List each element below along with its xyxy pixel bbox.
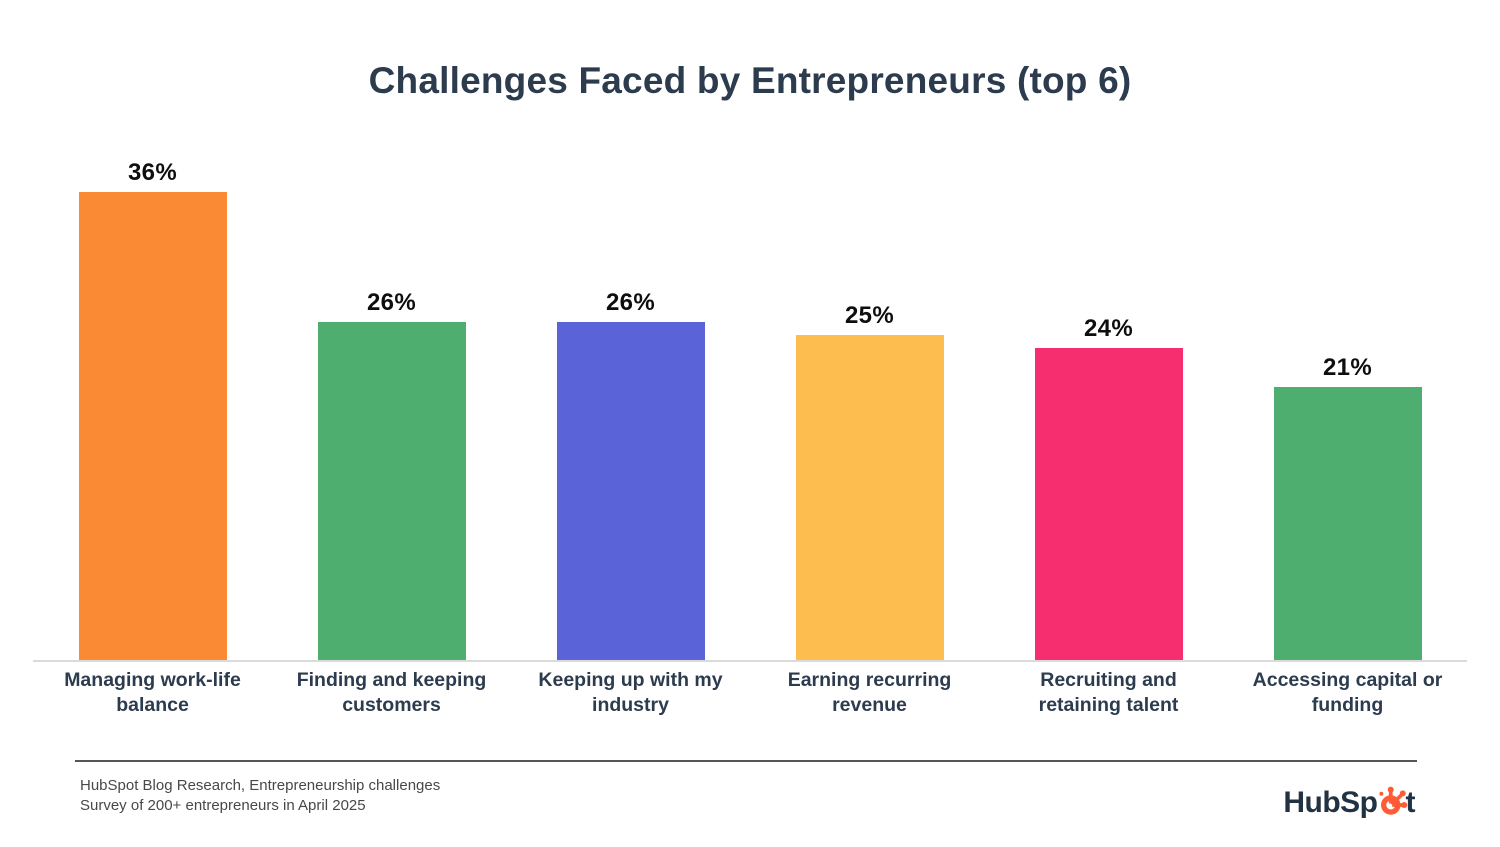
bar — [1034, 348, 1183, 661]
category-label: Accessing capital or funding — [1252, 669, 1443, 716]
bar — [795, 335, 944, 661]
bar-column: 25% — [750, 140, 989, 661]
bar-column: 21% — [1228, 140, 1467, 661]
bar — [78, 192, 227, 661]
chart-title: Challenges Faced by Entrepreneurs (top 6… — [368, 60, 1132, 101]
bar — [317, 322, 466, 661]
hubspot-logo: HubSp t — [1283, 786, 1415, 820]
category-label: Keeping up with my industry — [538, 669, 723, 716]
bar-column: 26% — [511, 140, 750, 661]
bar-value-label: 24% — [1084, 315, 1133, 342]
bar-value-label: 26% — [606, 289, 655, 316]
bar-column: 36% — [33, 140, 272, 661]
bar-value-label: 25% — [845, 302, 894, 329]
category-label: Finding and keeping customers — [296, 669, 487, 716]
bar-value-label: 36% — [128, 159, 177, 186]
category-label: Recruiting and retaining talent — [1038, 669, 1179, 716]
bar-chart-plot: 36% 26% 26% 25% 24% 21% — [33, 140, 1467, 661]
bar-column: 26% — [272, 140, 511, 661]
footer-divider — [75, 760, 1417, 762]
x-axis-labels: Managing work-life balance Finding and ke… — [33, 668, 1467, 718]
source-line-1: HubSpot Blog Research, Entrepreneurship … — [80, 777, 441, 794]
hubspot-sprocket-icon — [1378, 786, 1407, 815]
bar-value-label: 21% — [1323, 354, 1372, 381]
bar-value-label: 26% — [367, 289, 416, 316]
bar — [1273, 387, 1422, 661]
bar — [556, 322, 705, 661]
source-line-2: Survey of 200+ entrepreneurs in April 20… — [80, 797, 366, 814]
logo-text-before: HubSp — [1283, 786, 1378, 819]
bar-column: 24% — [989, 140, 1228, 661]
x-axis-line — [33, 660, 1467, 662]
source-attribution: HubSpot Blog Research, Entrepreneurship … — [80, 776, 440, 816]
category-label: Earning recurring revenue — [787, 669, 952, 716]
category-label: Managing work-life balance — [64, 669, 241, 716]
logo-text-after: t — [1405, 786, 1416, 819]
